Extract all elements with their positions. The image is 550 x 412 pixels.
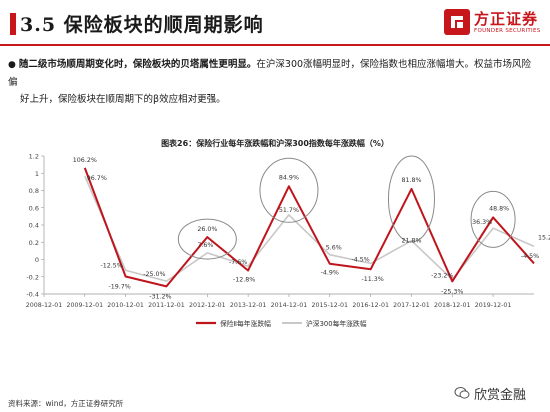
insurance-data-label: -25.3% <box>441 288 463 295</box>
legend-csi300-label: 沪深300每年涨跌幅 <box>306 319 367 328</box>
founder-logo-icon <box>444 9 470 35</box>
x-tick-label: 2012-12-01 <box>189 302 226 309</box>
returns-line-chart: 图表26：保险行业每年涨跌幅和沪深300指数每年涨跌幅（%） -0.4 -0.2 0 0… <box>26 138 550 328</box>
csi300-data-label: 5.6% <box>326 245 342 252</box>
x-tick-label: 2016-12-01 <box>352 302 389 309</box>
logo-chinese-name: 方正证券 <box>474 10 539 28</box>
logo-english-name: FOUNDER SECURITIES <box>474 28 541 34</box>
insurance-data-label: 81.8% <box>401 177 421 184</box>
x-tick-label: 2011-12-01 <box>148 302 185 309</box>
csi300-data-label: -23.2% <box>431 273 453 280</box>
header-rule <box>0 44 550 46</box>
csi300-data-label: 96.7% <box>87 175 107 182</box>
title-accent-bar <box>10 13 16 35</box>
x-tick-label: 2015-12-01 <box>311 302 348 309</box>
csi300-data-label: 15.2% <box>538 234 550 241</box>
page-title: 3.5 保险板块的顺周期影响 <box>20 14 264 36</box>
y-tick-label: 0 <box>35 256 39 264</box>
peak-highlight-ellipse <box>387 155 435 243</box>
insurance-data-label: -31.2% <box>149 293 171 300</box>
peak-highlight-ellipse <box>470 190 516 248</box>
y-tick-label: 0.4 <box>29 222 39 230</box>
x-tick-label: 2014-12-01 <box>271 302 308 309</box>
csi300-data-label: -12.5% <box>100 262 122 269</box>
page-header: 3.5 保险板块的顺周期影响 方正证券 FOUNDER SECURITIES <box>0 0 550 46</box>
insurance-data-label: -12.8% <box>233 277 255 284</box>
summary-text-line1: 在沪深300涨幅明显时，保险指数也相应涨幅增大。权益市场风险偏 <box>8 59 532 88</box>
wechat-watermark: 欣赏金融 <box>454 384 548 403</box>
insurance-data-label: -11.3% <box>362 276 384 283</box>
insurance-data-label: 26.0% <box>197 226 217 233</box>
y-tick-label: -0.2 <box>26 273 39 281</box>
watermark-text: 欣赏金融 <box>474 388 527 403</box>
summary-text-line2: 好上升，保险板块在顺周期下的β效应相对更强。 <box>20 94 226 105</box>
founder-securities-logo: 方正证券 FOUNDER SECURITIES <box>443 6 545 42</box>
x-tick-label: 2019-12-01 <box>475 302 512 309</box>
csi300-data-label: -25.0% <box>143 271 165 278</box>
csi300-data-label: 7.6% <box>197 242 213 249</box>
insurance-data-label: -19.7% <box>108 283 130 290</box>
insurance-series-line <box>83 167 535 288</box>
x-tick-label: 2017-12-01 <box>393 302 430 309</box>
summary-bold: 随二级市场顺周期变化时，保险板块的贝塔属性更明显。 <box>18 59 257 70</box>
peak-highlight-ellipse <box>177 218 237 260</box>
y-tick-label: 0.2 <box>29 239 39 247</box>
chart-title: 图表26：保险行业每年涨跌幅和沪深300指数每年涨跌幅（%） <box>161 138 389 148</box>
y-tick-label: 1.2 <box>29 153 39 161</box>
bullet-icon: ● <box>8 60 16 70</box>
wechat-icon <box>454 387 470 399</box>
peak-highlight-ellipse <box>259 157 319 223</box>
csi300-data-label: 36.3% <box>472 219 492 226</box>
y-tick-label: 1 <box>35 170 39 178</box>
y-tick-label: 0.6 <box>29 204 39 212</box>
insurance-data-label: 84.9% <box>279 174 299 181</box>
csi300-data-label: 21.8% <box>401 238 421 245</box>
y-tick-label: 0.8 <box>29 187 39 195</box>
insurance-data-label: 106.2% <box>73 157 97 164</box>
x-tick-label: 2010-12-01 <box>107 302 144 309</box>
csi300-data-label: 51.7% <box>279 207 299 214</box>
source-note: 资料来源：wind，方正证券研究所 <box>8 399 124 408</box>
csi300-data-label: -4.5% <box>352 256 370 263</box>
csi300-series-line <box>84 175 535 282</box>
x-tick-label: 2018-12-01 <box>434 302 471 309</box>
x-tick-label: 2008-12-01 <box>26 302 63 309</box>
legend-insurance-label: 保险Ⅱ每年涨跌幅 <box>220 319 271 328</box>
end-data-label: -4.5% <box>521 253 539 260</box>
insurance-data-label: 48.8% <box>489 205 509 212</box>
summary-paragraph: ● 随二级市场顺周期变化时，保险板块的贝塔属性更明显。在沪深300涨幅明显时，保… <box>8 56 540 108</box>
y-tick-label: -0.4 <box>26 291 39 299</box>
insurance-data-label: -4.9% <box>321 270 339 277</box>
x-tick-label: 2013-12-01 <box>230 302 267 309</box>
x-tick-label: 2009-12-01 <box>67 302 104 309</box>
csi300-data-label: -7.6% <box>229 259 247 266</box>
